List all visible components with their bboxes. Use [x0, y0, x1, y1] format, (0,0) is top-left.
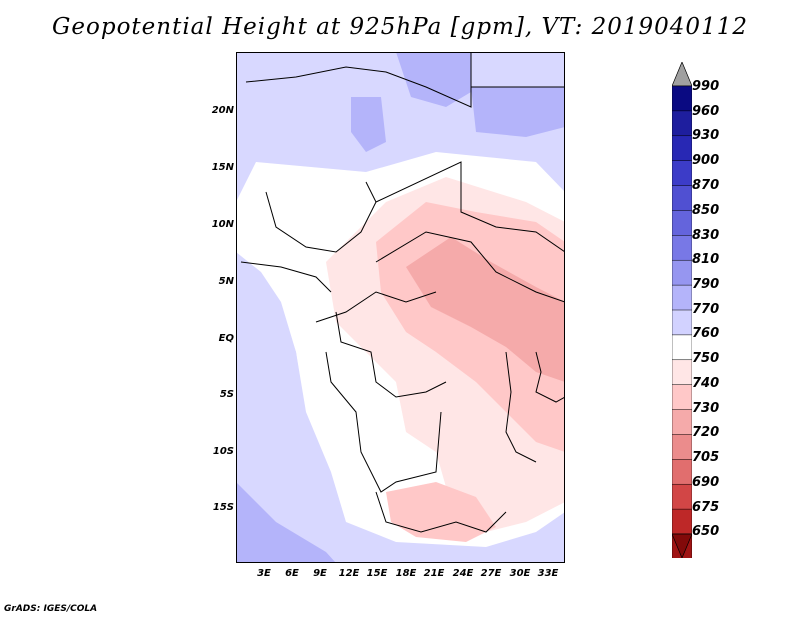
colorbar-label: 675: [692, 500, 720, 515]
map-title: Geopotential Height at 925hPa [gpm], VT:…: [52, 14, 748, 40]
colorbar-segment: [672, 359, 692, 386]
colorbar-segment: [672, 459, 692, 485]
lat-label: 20N: [211, 105, 234, 116]
colorbar-label: 760: [692, 326, 720, 341]
colorbar-label: 750: [692, 351, 720, 366]
colorbar-segment: [672, 85, 692, 112]
lat-label: 10N: [211, 219, 234, 230]
colorbar-label: 790: [692, 277, 720, 292]
lat-label: 5S: [219, 389, 234, 400]
field-region-790-ne2: [471, 87, 565, 137]
colorbar-label: 830: [692, 228, 720, 243]
lon-label: 18E: [395, 568, 417, 579]
colorbar-segment: [672, 185, 692, 212]
lon-label: 15E: [366, 568, 388, 579]
lon-label: 24E: [452, 568, 474, 579]
lat-label: 15N: [211, 162, 234, 173]
geopotential-map: [236, 52, 565, 563]
footer-credit: GrADS: IGES/COLA: [4, 604, 98, 614]
lon-label: 30E: [509, 568, 531, 579]
country-borders: [240, 52, 565, 533]
colorbar-segment: [672, 384, 692, 411]
colorbar-label: 730: [692, 401, 720, 416]
lon-label: 12E: [338, 568, 360, 579]
field-region-740-south: [386, 482, 496, 542]
colorbar-segment: [672, 434, 692, 461]
colorbar-segment: [672, 210, 692, 237]
colorbar-label: 810: [692, 252, 720, 267]
colorbar-segment: [672, 160, 692, 187]
map-frame: [236, 52, 565, 563]
colorbar-bottom-arrow: [672, 533, 692, 558]
lat-label: EQ: [218, 333, 234, 344]
lat-label: 10S: [212, 446, 234, 457]
lon-label: 27E: [480, 568, 502, 579]
colorbar-segment: [672, 409, 692, 436]
colorbar-label: 650: [692, 524, 720, 539]
field-region-790-ne: [396, 52, 471, 107]
colorbar-label: 870: [692, 178, 720, 193]
colorbar-label: 960: [692, 104, 720, 119]
colorbar-label: 900: [692, 153, 720, 168]
colorbar: [672, 62, 692, 558]
colorbar-segment: [672, 135, 692, 162]
colorbar-segment: [672, 483, 692, 510]
colorbar-segment: [672, 110, 692, 137]
lon-label: 9E: [313, 568, 327, 579]
field-region-730: [406, 237, 565, 382]
colorbar-top-arrow: [672, 62, 692, 87]
colorbar-label: 990: [692, 79, 720, 94]
field-region-770-sw: [236, 282, 341, 532]
colorbar-label: 705: [692, 450, 720, 465]
lat-label: 5N: [218, 276, 234, 287]
colorbar-segment: [672, 259, 692, 286]
colorbar-label: 770: [692, 302, 720, 317]
lat-label: 15S: [212, 502, 234, 513]
lon-label: 3E: [257, 568, 271, 579]
colorbar-label: 930: [692, 128, 720, 143]
colorbar-segment: [672, 235, 692, 261]
field-region-790-sw: [236, 482, 336, 563]
colorbar-label: 720: [692, 425, 720, 440]
lon-label: 6E: [285, 568, 299, 579]
colorbar-segment: [672, 284, 692, 311]
field-region-790-nw: [351, 97, 386, 152]
lon-label: 21E: [423, 568, 445, 579]
colorbar-label: 740: [692, 376, 720, 391]
colorbar-segment: [672, 334, 692, 361]
colorbar-label: 690: [692, 475, 720, 490]
colorbar-segment: [672, 508, 692, 535]
colorbar-segment: [672, 309, 692, 336]
colorbar-label: 850: [692, 203, 720, 218]
lon-label: 33E: [537, 568, 559, 579]
